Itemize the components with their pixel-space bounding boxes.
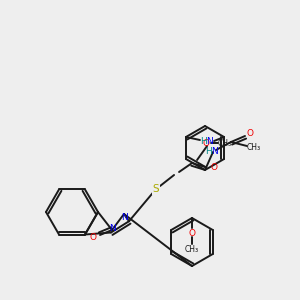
Text: O: O: [202, 139, 209, 148]
Text: CH₃: CH₃: [218, 140, 232, 148]
Text: O: O: [247, 130, 254, 139]
Text: CH₃: CH₃: [247, 142, 261, 152]
Text: O: O: [188, 229, 196, 238]
Text: H: H: [205, 146, 212, 155]
Text: S: S: [153, 184, 159, 194]
Text: O: O: [211, 164, 218, 172]
Text: H: H: [200, 137, 206, 146]
Text: N: N: [109, 224, 116, 233]
Text: CH₃: CH₃: [185, 245, 199, 254]
Text: N: N: [122, 214, 128, 223]
Text: N: N: [211, 146, 218, 155]
Text: N: N: [206, 137, 212, 146]
Text: O: O: [89, 233, 97, 242]
